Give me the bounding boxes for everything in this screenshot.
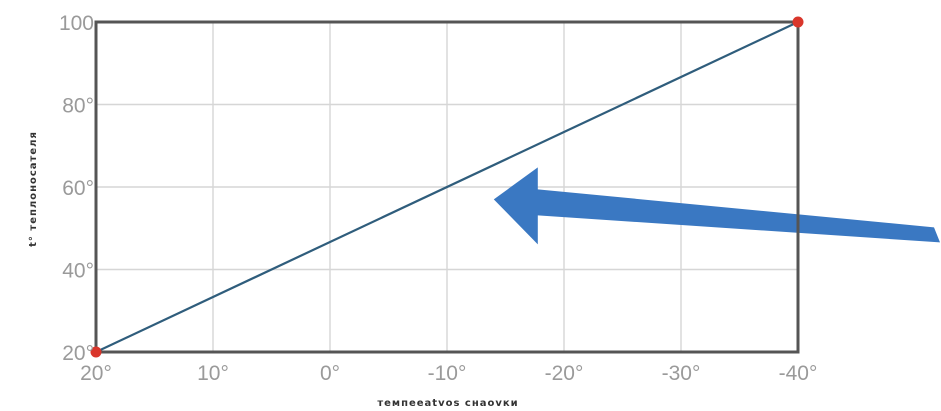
y-tick-label: 40° <box>62 260 94 283</box>
y-tick-label: 100 <box>59 12 94 35</box>
annotation-layer <box>493 167 940 245</box>
marker-layer <box>90 16 804 358</box>
x-axis-label: тeмпeeatvos cнaovки <box>377 398 518 409</box>
series-layer <box>95 21 799 353</box>
plot-frame-layer <box>94 20 800 354</box>
x-tick-label: 20° <box>80 362 112 385</box>
y-axis-ticks: 20° 40° 60° 80° 100 <box>59 12 94 365</box>
series-line-0 <box>95 21 799 353</box>
x-tick-label: 10° <box>197 362 229 385</box>
y-tick-label: 20° <box>62 342 94 365</box>
y-axis-label: t° теплоносателя <box>28 131 39 247</box>
annotation-arrow-0 <box>493 167 940 245</box>
x-axis-ticks: 20° 10° 0° -10° -20° -30° -40° <box>80 362 817 385</box>
x-tick-label: -40° <box>779 362 818 385</box>
data-point-0-1 <box>792 16 804 28</box>
plot-frame <box>94 20 800 354</box>
y-tick-label: 60° <box>62 177 94 200</box>
data-point-0-0 <box>90 346 102 358</box>
x-tick-label: 0° <box>320 362 340 385</box>
x-tick-label: -10° <box>428 362 467 385</box>
annotation-arrow-shape <box>493 167 940 245</box>
y-tick-label: 80° <box>62 95 94 118</box>
x-tick-label: -20° <box>545 362 584 385</box>
x-tick-label: -30° <box>662 362 701 385</box>
